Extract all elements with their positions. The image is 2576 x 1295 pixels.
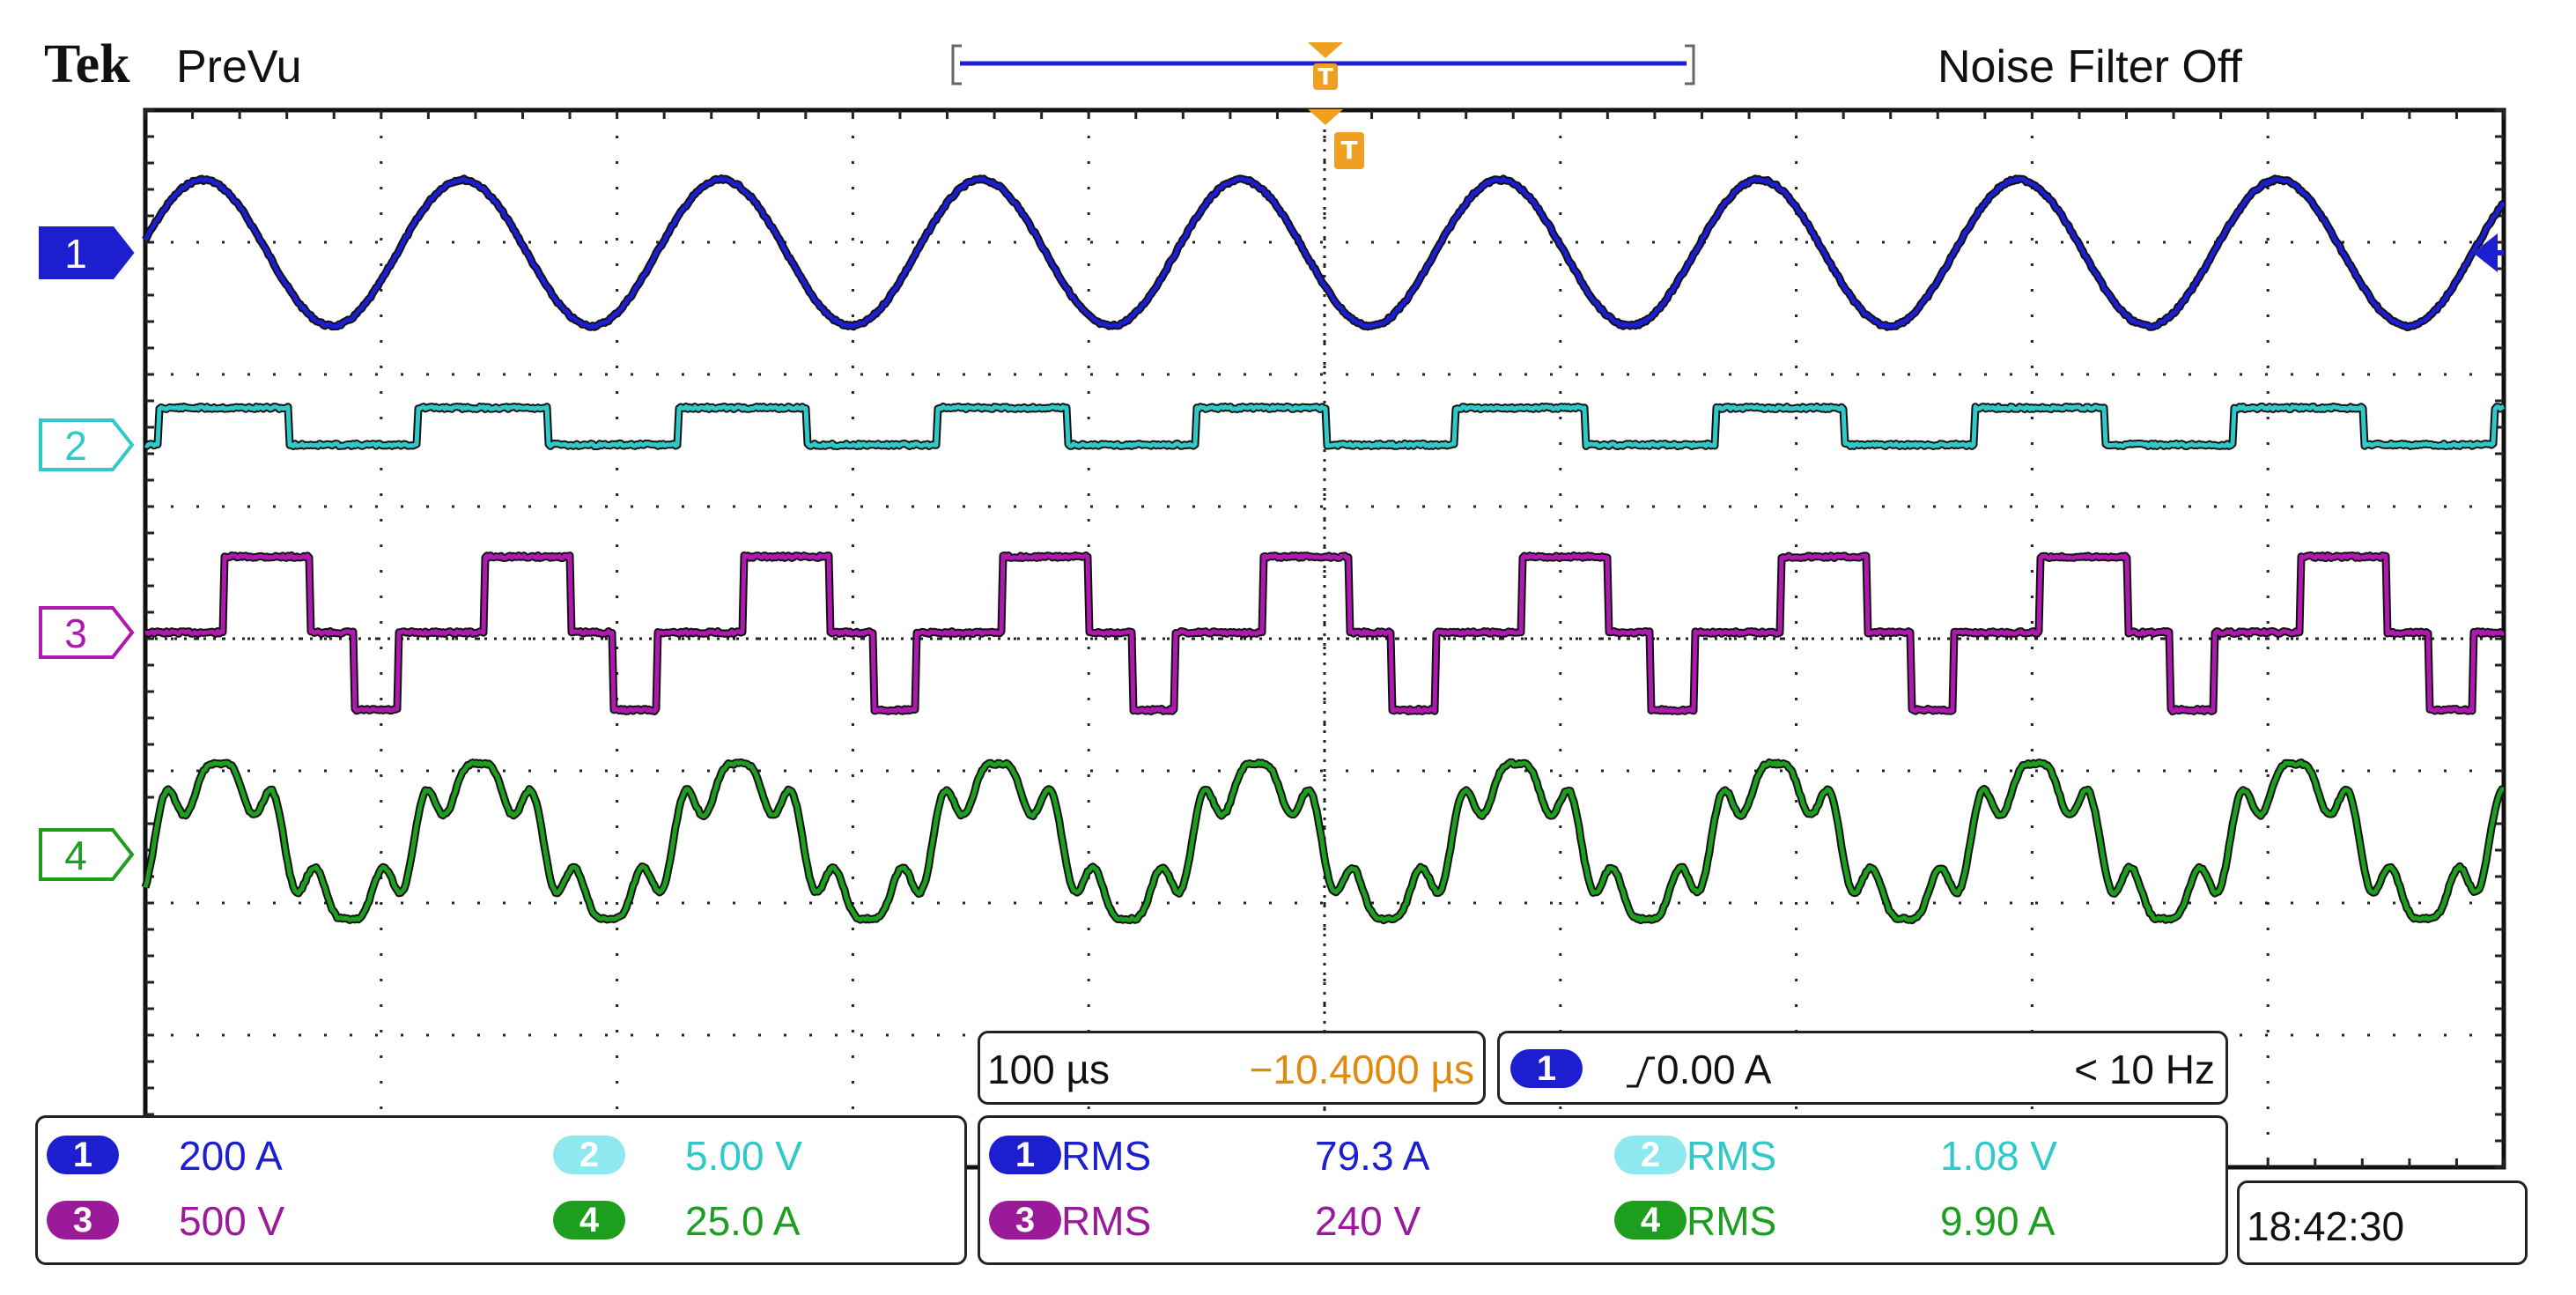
svg-text:2: 2 (64, 423, 87, 469)
ch4-ground-marker[interactable]: 4 (39, 828, 135, 881)
ch4-waveform (143, 759, 2505, 923)
meas4-value: 9.90 A (1940, 1198, 2056, 1244)
svg-text:1: 1 (64, 231, 87, 277)
meas1-value: 79.3 A (1315, 1133, 1430, 1179)
trigger-position-marker[interactable]: T (1334, 132, 1364, 169)
horizontal-position: −10.4000 µs (1249, 1047, 1474, 1092)
time-per-div: 100 µs (987, 1047, 1111, 1092)
acquisition-mode: PreVu (176, 41, 302, 92)
svg-text:3: 3 (64, 610, 87, 656)
rising-edge-icon (1627, 1056, 1655, 1088)
trigger-readout[interactable]: 1 0.00 A < 10 Hz (1497, 1031, 2228, 1105)
ch3-waveform (144, 553, 2505, 714)
meas3-badge: 3 (989, 1201, 1061, 1240)
trigger-level-arrow[interactable] (2473, 233, 2498, 272)
trigger-level: 0.00 A (1657, 1047, 1772, 1092)
ch2-ground-marker[interactable]: 2 (39, 418, 135, 471)
brand-logo: Tek (44, 34, 130, 94)
meas4-label: RMS (1687, 1198, 1777, 1244)
ch1-ground-marker[interactable]: 1 (39, 226, 135, 279)
svg-text:T: T (1318, 64, 1333, 91)
meas1-badge: 1 (989, 1136, 1061, 1174)
ch1-waveform (143, 176, 2506, 329)
ch4-badge[interactable]: 4 (553, 1201, 625, 1240)
ch1-badge[interactable]: 1 (47, 1136, 119, 1174)
ch1-scale: 200 A (179, 1133, 283, 1179)
waveforms (141, 174, 2506, 925)
meas2-label: RMS (1687, 1133, 1777, 1179)
svg-text:4: 4 (64, 832, 87, 878)
trigger-frequency: < 10 Hz (2074, 1047, 2215, 1092)
ch3-ground-marker[interactable]: 3 (39, 606, 135, 659)
meas4-badge: 4 (1614, 1201, 1687, 1240)
ch2-badge[interactable]: 2 (553, 1136, 625, 1174)
trigger-channel-badge: 1 (1510, 1049, 1583, 1088)
meas1-label: RMS (1061, 1133, 1152, 1179)
ch4-scale: 25.0 A (685, 1198, 801, 1244)
graticule-grid (144, 108, 2506, 1169)
measurements-panel[interactable]: 1 RMS 79.3 A 2 RMS 1.08 V 3 RMS 240 V 4 … (978, 1115, 2228, 1265)
clock: 18:42:30 (2247, 1203, 2405, 1249)
clock-box: 18:42:30 (2237, 1180, 2528, 1265)
svg-text:T: T (1340, 136, 1357, 165)
meas3-label: RMS (1061, 1198, 1152, 1244)
ch3-badge[interactable]: 3 (47, 1201, 119, 1240)
channel-scale-panel[interactable]: 1 200 A 2 5.00 V 3 500 V 4 25.0 A (35, 1115, 967, 1265)
noise-filter-status[interactable]: Noise Filter Off (1938, 41, 2242, 92)
meas3-value: 240 V (1315, 1198, 1421, 1244)
ch2-scale: 5.00 V (685, 1133, 802, 1179)
graticule-border (143, 107, 2506, 1170)
ch3-scale: 500 V (179, 1198, 285, 1244)
timebase-readout[interactable]: 100 µs −10.4000 µs (978, 1031, 1486, 1105)
record-view-bar[interactable]: T (951, 42, 1695, 125)
meas2-value: 1.08 V (1940, 1133, 2057, 1179)
meas2-badge: 2 (1614, 1136, 1687, 1174)
ch2-waveform (144, 404, 2505, 448)
